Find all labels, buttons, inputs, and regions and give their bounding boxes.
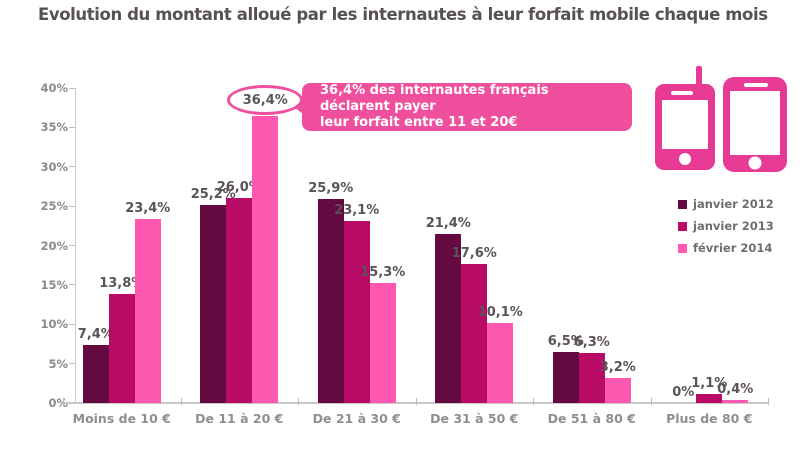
y-axis-tick	[69, 126, 75, 128]
value-label: 6,5%	[547, 333, 584, 349]
value-label: 7,4%	[77, 326, 114, 342]
y-axis-label: 25%	[40, 199, 68, 214]
x-axis-tick	[533, 398, 534, 405]
value-label: 25,2%	[190, 186, 236, 202]
bar-février-2014-cat2	[369, 282, 396, 403]
y-axis-label: 5%	[48, 356, 68, 371]
value-label: 3,2%	[599, 359, 636, 375]
x-axis-tick	[768, 398, 769, 405]
value-label: 6,3%	[573, 335, 610, 351]
x-axis-tick	[298, 398, 299, 405]
y-axis-tick	[69, 363, 75, 365]
legend-swatch-icon	[678, 221, 687, 231]
y-axis-tick	[69, 87, 75, 89]
bar-janvier-2012-cat0	[82, 344, 109, 403]
y-axis-label: 30%	[40, 159, 68, 174]
bar-janvier-2013-cat1	[226, 198, 253, 403]
bar-janvier-2013-cat5	[696, 394, 723, 403]
y-axis-label: 15%	[40, 277, 68, 292]
bar-février-2014-cat3	[487, 323, 514, 403]
category-label: Moins de 10 €	[72, 411, 171, 426]
smartphone-icon	[723, 77, 787, 172]
x-axis-tick	[650, 398, 652, 405]
value-label: 25,9%	[308, 181, 354, 197]
value-label: 0,4%	[717, 381, 754, 397]
x-axis-tick	[415, 398, 417, 405]
value-label: 21,4%	[425, 216, 471, 232]
legend-item: janvier 2013	[678, 215, 774, 237]
y-axis-tick	[69, 166, 75, 168]
y-axis-label: 35%	[40, 120, 68, 135]
legend: janvier 2012 janvier 2013 février 2014	[678, 193, 774, 259]
callout-text-line2: leur forfait entre 11 et 20€	[320, 115, 518, 130]
value-label: 0%	[672, 385, 695, 400]
bar-février-2014-cat4	[604, 377, 631, 403]
highlighted-value-label: 36,4%	[227, 85, 304, 116]
y-axis-tick	[69, 245, 75, 246]
y-axis-label: 20%	[40, 238, 68, 253]
category-label: De 11 à 20 €	[195, 411, 284, 426]
bar-février-2014-cat1	[252, 116, 279, 403]
y-axis-tick	[69, 323, 75, 325]
bar-janvier-2013-cat0	[108, 294, 135, 403]
category-label: Plus de 80 €	[666, 411, 753, 426]
x-axis-tick	[63, 398, 64, 405]
bar-janvier-2012-cat3	[435, 234, 462, 403]
x-axis-tick	[180, 398, 182, 405]
y-axis-tick	[69, 284, 75, 286]
value-label: 15,3%	[360, 264, 406, 280]
bar-février-2014-cat0	[134, 218, 161, 403]
y-axis-label: 40%	[40, 81, 68, 95]
value-label: 23,4%	[125, 200, 171, 216]
value-label: 10,1%	[477, 305, 523, 321]
legend-label: janvier 2013	[693, 219, 774, 233]
legend-label: février 2014	[693, 241, 773, 255]
bar-février-2014-cat5	[722, 399, 749, 403]
legend-item: janvier 2012	[678, 193, 774, 215]
legend-swatch-icon	[678, 199, 687, 209]
y-axis-label: 0%	[48, 396, 68, 410]
feature-phone-icon	[655, 66, 715, 170]
category-label: De 21 à 30 €	[312, 411, 401, 426]
y-axis-tick	[69, 205, 75, 207]
legend-label: janvier 2012	[693, 197, 774, 211]
callout-arrow-icon	[294, 100, 303, 114]
bar-janvier-2012-cat1	[200, 204, 227, 403]
value-label: 23,1%	[334, 203, 380, 219]
legend-swatch-icon	[678, 243, 687, 253]
callout-bubble: 36,4% des internautes français déclarent…	[294, 83, 632, 131]
value-label: 17,6%	[451, 246, 497, 262]
bar-janvier-2012-cat2	[317, 199, 344, 403]
bar-janvier-2013-cat2	[343, 221, 370, 403]
y-axis-line	[75, 88, 76, 403]
bar-janvier-2012-cat4	[552, 351, 579, 403]
callout-text-line1: 36,4% des internautes français déclarent…	[320, 83, 549, 114]
value-label: 13,8%	[99, 276, 145, 292]
bar-janvier-2013-cat3	[461, 264, 488, 403]
legend-item: février 2014	[678, 237, 774, 259]
category-label: De 31 à 50 €	[430, 411, 519, 426]
value-label: 1,1%	[691, 376, 728, 392]
page-title: Evolution du montant alloué par les inte…	[38, 5, 768, 24]
y-axis-label: 10%	[40, 317, 68, 332]
bar-janvier-2013-cat4	[578, 353, 605, 403]
category-label: De 51 à 80 €	[547, 411, 636, 426]
value-label: 26,0%	[216, 180, 262, 196]
phone-icons	[650, 60, 794, 174]
